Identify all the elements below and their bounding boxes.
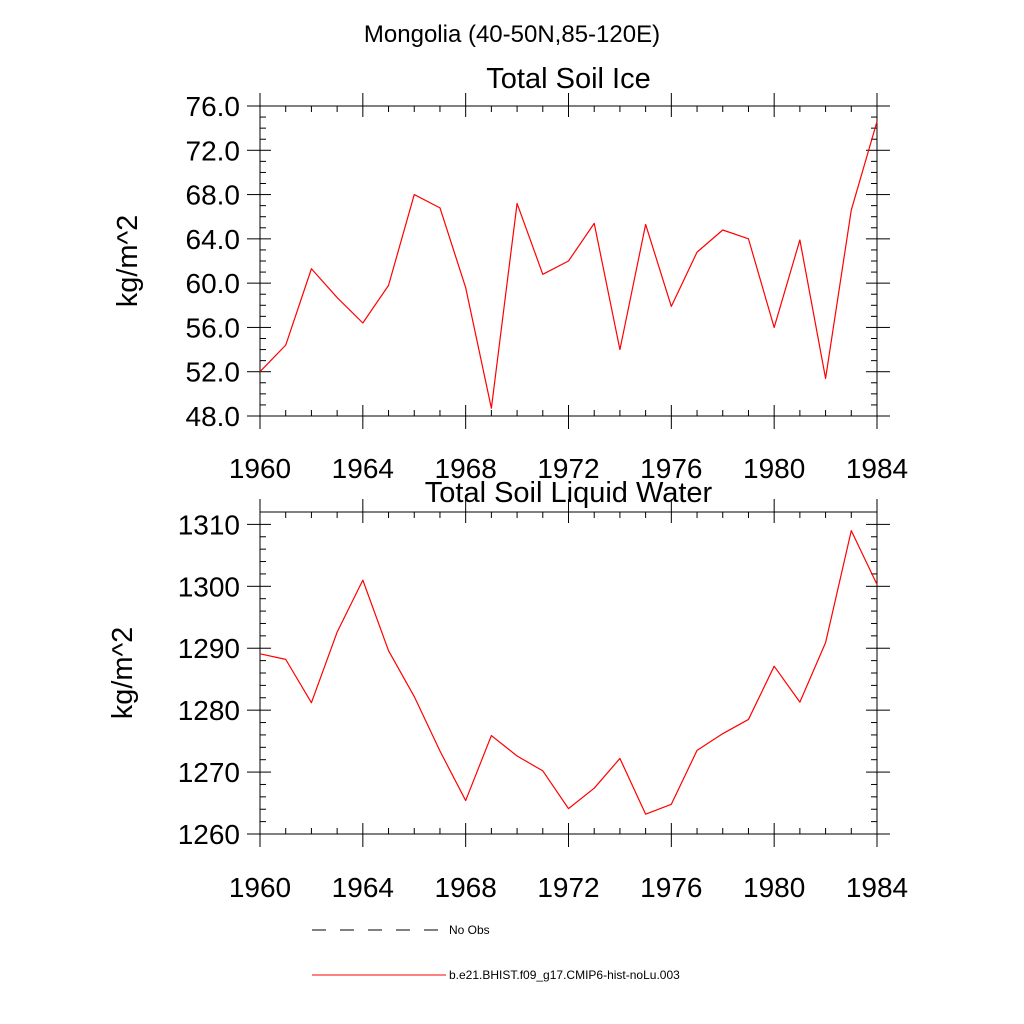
- x-tick-label: 1980: [743, 872, 805, 903]
- x-tick-label: 1968: [435, 453, 497, 484]
- x-tick-label: 1960: [229, 453, 291, 484]
- figure-title: Mongolia (40-50N,85-120E): [364, 21, 660, 48]
- y-tick-label: 72.0: [186, 135, 241, 166]
- y-tick-label: 1290: [178, 633, 240, 664]
- legend-label-model: b.e21.BHIST.f09_g17.CMIP6-hist-noLu.003: [449, 968, 680, 982]
- x-tick-label: 1972: [537, 453, 599, 484]
- y-axis-label: kg/m^2: [107, 627, 139, 720]
- y-tick-label: 56.0: [186, 312, 241, 343]
- x-tick-label: 1984: [846, 453, 908, 484]
- y-tick-label: 1270: [178, 757, 240, 788]
- y-tick-label: 1260: [178, 819, 240, 850]
- series-line-1: [259, 121, 878, 409]
- y-tick-label: 48.0: [186, 401, 241, 432]
- legend-label-no-obs: No Obs: [449, 923, 490, 937]
- x-tick-label: 1980: [743, 453, 805, 484]
- x-tick-label: 1968: [435, 872, 497, 903]
- plot-frame: [259, 511, 878, 835]
- chart-panels: Total Soil Ice kg/m^2 1960 1964 1968 1972 1976…: [107, 63, 908, 903]
- x-tick-label: 1972: [537, 872, 599, 903]
- y-tick-label: 52.0: [186, 357, 241, 388]
- y-tick-label: 1300: [178, 571, 240, 602]
- x-tick-label: 1964: [332, 453, 394, 484]
- chart-panel-1: Total Soil Ice kg/m^2 1960 1964 1968 1972 1976…: [112, 63, 908, 484]
- x-tick-label: 1964: [332, 872, 394, 903]
- y-axis-label: kg/m^2: [112, 215, 144, 308]
- x-tick-label: 1976: [640, 872, 702, 903]
- chart-title: Total Soil Ice: [486, 63, 650, 95]
- x-tick-label: 1984: [846, 872, 908, 903]
- y-tick-label: 64.0: [186, 224, 241, 255]
- x-tick-label: 1976: [640, 453, 702, 484]
- x-tick-label: 1960: [229, 872, 291, 903]
- series-line-1: [259, 529, 878, 815]
- y-tick-label: 76.0: [186, 91, 241, 122]
- y-tick-label: 68.0: [186, 180, 241, 211]
- y-tick-label: 60.0: [186, 268, 241, 299]
- y-tick-label: 1310: [178, 509, 240, 540]
- legend: No Obs b.e21.BHIST.f09_g17.CMIP6-hist-no…: [312, 923, 680, 982]
- y-tick-label: 1280: [178, 695, 240, 726]
